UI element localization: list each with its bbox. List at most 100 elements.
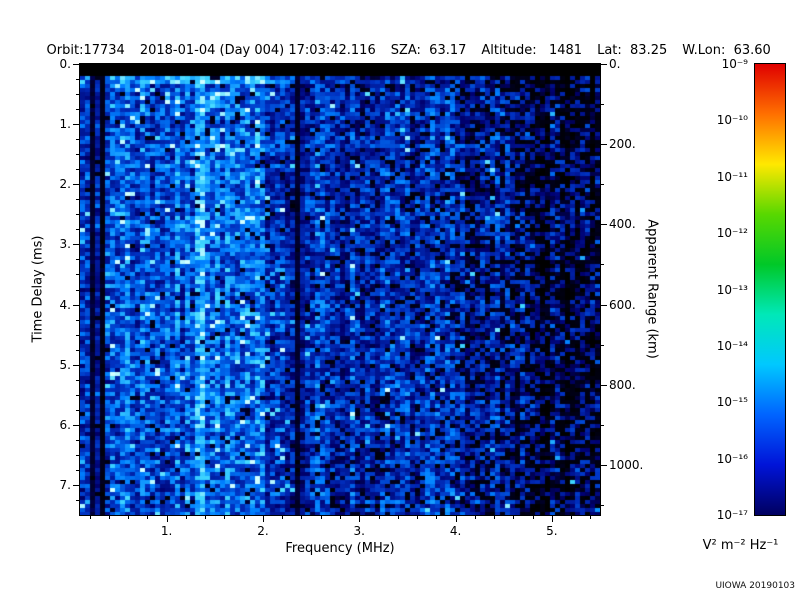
y2-tick-label: 1000.: [609, 457, 644, 472]
x-tick-label: 2.: [257, 524, 269, 538]
y-minor-tick-mark: [76, 79, 79, 81]
x-minor-tick-mark: [224, 516, 226, 519]
y-tick-mark: [73, 244, 79, 246]
header-orbit: Orbit:17734: [46, 43, 125, 58]
y2-tick-label: 200.: [609, 137, 636, 152]
x-minor-tick-mark: [185, 516, 187, 519]
y-tick-label: 3.: [59, 237, 71, 252]
y-minor-tick-mark: [76, 154, 79, 156]
y-minor-tick-mark: [76, 499, 79, 501]
x-minor-tick-mark: [378, 516, 380, 519]
x-minor-tick-mark: [320, 516, 322, 519]
y-tick-mark: [73, 304, 79, 306]
x-tick-mark: [262, 516, 264, 522]
x-minor-tick-mark: [205, 516, 207, 519]
y-minor-tick-mark: [76, 259, 79, 261]
y-tick-mark: [73, 364, 79, 366]
header-lat: Lat: 83.25: [597, 43, 668, 58]
y2-minor-tick-mark: [601, 184, 604, 186]
y-tick-label: 4.: [59, 297, 71, 312]
y-minor-tick-mark: [76, 349, 79, 351]
y-tick-label: 7.: [59, 477, 71, 492]
y-minor-tick-mark: [76, 229, 79, 231]
colorbar-tick-label: 10⁻¹⁰: [716, 113, 748, 128]
y-minor-tick-mark: [76, 274, 79, 276]
y-minor-tick-mark: [76, 289, 79, 291]
header-wlon: W.Lon: 63.60: [682, 43, 771, 58]
y2-tick-label: 800.: [609, 377, 636, 392]
y2-tick-mark: [601, 64, 607, 65]
y2-tick-label: 0.: [609, 57, 621, 71]
y-tick-mark: [73, 124, 79, 126]
y-axis-title: Time Delay (ms): [30, 235, 46, 343]
x-minor-tick-mark: [147, 516, 149, 519]
colorbar-tick-label: 10⁻¹²: [716, 226, 748, 241]
x-minor-tick-mark: [494, 516, 496, 519]
y2-minor-tick-mark: [601, 264, 604, 266]
watermark-text: UIOWA 20190103: [715, 581, 795, 591]
y-minor-tick-mark: [76, 334, 79, 336]
x-minor-tick-mark: [108, 516, 110, 519]
x-tick-mark: [166, 516, 168, 522]
y-minor-tick-mark: [76, 469, 79, 471]
x-minor-tick-mark: [590, 516, 592, 519]
header-altitude: Altitude: 1481: [481, 43, 583, 58]
y-minor-tick-mark: [76, 109, 79, 111]
x-minor-tick-mark: [282, 516, 284, 519]
x-minor-tick-mark: [436, 516, 438, 519]
y2-tick-mark: [601, 224, 607, 226]
y2-tick-mark: [601, 144, 607, 146]
y2-minor-tick-mark: [601, 104, 604, 106]
colorbar-tick-label: 10⁻¹⁶: [716, 451, 748, 466]
y-tick-label: 2.: [59, 177, 71, 192]
x-tick-label: 3.: [353, 524, 365, 538]
y2-tick-mark: [601, 304, 607, 306]
y-minor-tick-mark: [76, 169, 79, 171]
x-tick-mark: [551, 516, 553, 522]
x-minor-tick-mark: [397, 516, 399, 519]
header-datetime: 2018-01-04 (Day 004) 17:03:42.116: [139, 43, 376, 58]
y2-axis-title: Apparent Range (km): [644, 219, 660, 359]
colorbar-tick-label: 10⁻¹⁵: [716, 395, 748, 410]
colorbar-tick-label: 10⁻¹⁷: [716, 508, 748, 522]
x-minor-tick-mark: [340, 516, 341, 519]
y-minor-tick-mark: [76, 454, 79, 456]
colorbar-tick-label: 10⁻⁹: [721, 57, 748, 71]
colorbar-tick-label: 10⁻¹⁴: [716, 338, 748, 353]
header-sza: SZA: 63.17: [390, 43, 467, 58]
y-tick-label: 6.: [59, 417, 71, 432]
y-tick-label: 5.: [59, 357, 71, 372]
x-minor-tick-mark: [89, 516, 91, 519]
y-tick-mark: [73, 184, 79, 186]
colorbar-units-label: V² m⁻² Hz⁻¹: [702, 538, 779, 553]
x-minor-tick-mark: [301, 516, 303, 519]
y-minor-tick-mark: [76, 394, 79, 396]
y-minor-tick-mark: [76, 409, 79, 411]
x-minor-tick-mark: [571, 516, 573, 519]
header-status-line: Orbit:17734 2018-01-04 (Day 004) 17:03:42…: [30, 28, 786, 73]
y2-minor-tick-mark: [601, 344, 604, 346]
x-minor-tick-mark: [417, 516, 419, 519]
colorbar-tick-label: 10⁻¹³: [716, 282, 748, 297]
y-minor-tick-mark: [76, 439, 79, 441]
x-minor-tick-mark: [532, 516, 534, 519]
x-minor-tick-mark: [513, 516, 515, 519]
y-tick-label: 0.: [59, 57, 71, 71]
x-minor-tick-mark: [474, 516, 476, 519]
y2-minor-tick-mark: [601, 504, 604, 506]
y2-minor-tick-mark: [601, 424, 604, 426]
x-minor-tick-mark: [128, 516, 130, 519]
x-tick-mark: [455, 516, 457, 522]
y-minor-tick-mark: [76, 319, 79, 321]
x-tick-label: 5.: [546, 524, 558, 538]
x-minor-tick-mark: [243, 516, 245, 519]
y2-tick-mark: [601, 464, 607, 466]
y-minor-tick-mark: [76, 199, 79, 201]
y-tick-label: 1.: [59, 117, 71, 132]
spectrogram-canvas: [80, 64, 600, 515]
y-minor-tick-mark: [76, 214, 79, 216]
y2-tick-label: 400.: [609, 217, 636, 232]
colorbar-tick-label: 10⁻¹¹: [716, 169, 748, 184]
y2-tick-mark: [601, 384, 607, 386]
